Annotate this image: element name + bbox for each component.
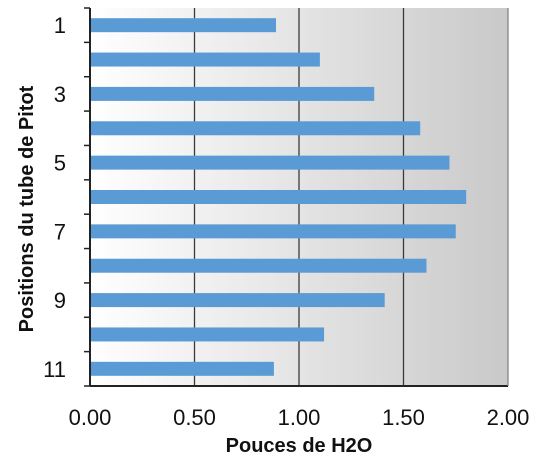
tick-labels: 0.00 0.50 1.00 1.50 2.00 1 3 5 7 9 11 <box>43 13 529 430</box>
bar <box>90 190 467 204</box>
y-tick-label: 11 <box>43 357 66 382</box>
x-axis-title: Pouces de H2O <box>226 435 373 457</box>
x-tick-label: 1.00 <box>278 405 321 430</box>
y-axis-title: Positions du tube de Pitot <box>16 85 38 332</box>
bar <box>90 361 274 376</box>
y-tick-label: 9 <box>54 288 66 313</box>
bar <box>90 52 320 67</box>
axes <box>84 7 509 387</box>
x-tick-label: 1.50 <box>382 405 425 430</box>
y-tick-label: 5 <box>54 151 66 176</box>
x-tick-label: 2.00 <box>487 405 530 430</box>
y-tick-label: 1 <box>54 13 66 38</box>
bar <box>90 293 385 308</box>
bar <box>90 121 421 136</box>
x-tick-label: 0.00 <box>69 405 112 430</box>
bar <box>90 18 277 33</box>
bar <box>90 258 427 273</box>
bar <box>90 224 456 239</box>
bar <box>90 86 375 101</box>
x-tick-label: 0.50 <box>173 405 216 430</box>
bars <box>90 18 467 376</box>
bar <box>90 327 325 342</box>
y-tick-label: 7 <box>54 219 66 244</box>
bar <box>90 155 450 170</box>
y-tick-label: 3 <box>54 82 66 107</box>
